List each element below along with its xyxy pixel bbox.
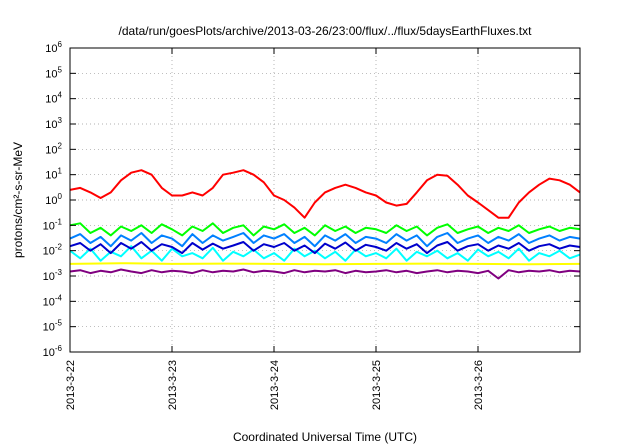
- x-tick-label: 2013-3-24: [269, 360, 281, 410]
- y-tick-label: 10-6: [43, 344, 63, 359]
- chart-title: /data/run/goesPlots/archive/2013-03-26/2…: [119, 24, 533, 38]
- y-tick-label: 100: [45, 192, 62, 207]
- series-line-2: [69, 245, 581, 262]
- y-tick-label: 105: [45, 65, 62, 80]
- x-tick-label: 2013-3-23: [167, 360, 179, 410]
- series-line-6: [69, 268, 581, 280]
- y-tick-label: 10-1: [43, 217, 63, 232]
- x-axis-label: Coordinated Universal Time (UTC): [233, 430, 417, 444]
- y-tick-label: 106: [45, 40, 62, 55]
- y-tick-label: 102: [45, 141, 62, 156]
- series-line-4: [69, 241, 581, 255]
- series-line-1: [69, 222, 581, 237]
- y-tick-label: 104: [45, 91, 62, 106]
- grid-lines: [69, 47, 580, 353]
- series-line-0: [69, 169, 581, 219]
- y-tick-label: 10-2: [43, 243, 63, 258]
- y-tick-label: 103: [45, 116, 62, 131]
- y-tick-label: 10-3: [43, 268, 63, 283]
- series-group: [69, 169, 581, 280]
- y-tick-labels: 106 105 104 103 102 101 100 10-1 10-2 10-3 10-4 10-…: [43, 40, 63, 359]
- y-tick-label: 10-4: [43, 293, 63, 308]
- x-tick-label: 2013-3-26: [473, 360, 485, 410]
- x-tick-label: 2013-3-25: [371, 360, 383, 410]
- series-line-3: [69, 232, 581, 248]
- x-tick-label: 2013-3-22: [65, 360, 77, 410]
- y-tick-label: 101: [45, 167, 62, 182]
- y-tick-label: 10-5: [43, 319, 63, 334]
- y-axis-label: protons/cm²-s-sr-MeV: [11, 142, 25, 258]
- series-line-5: [69, 262, 581, 266]
- x-tick-labels: 2013-3-22 2013-3-23 2013-3-24 2013-3-25 2013…: [65, 360, 485, 410]
- axis-ticks: [69, 47, 580, 353]
